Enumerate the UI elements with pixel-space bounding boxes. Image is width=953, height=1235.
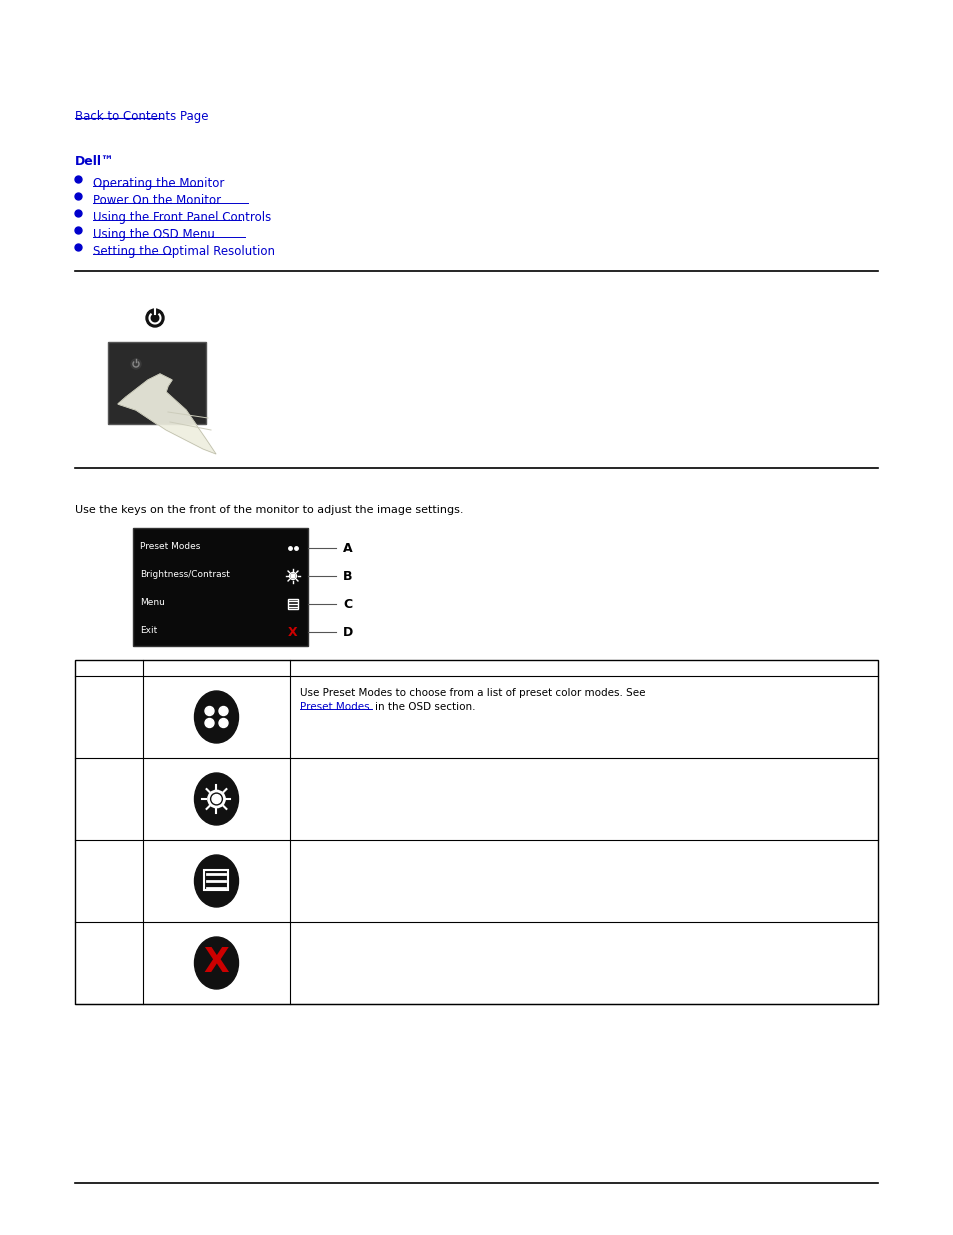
Text: Use Preset Modes to choose from a list of preset color modes. See: Use Preset Modes to choose from a list o… bbox=[299, 688, 645, 698]
Text: Back to Contents Page: Back to Contents Page bbox=[75, 110, 209, 124]
Text: X: X bbox=[288, 625, 297, 638]
Text: Power On the Monitor: Power On the Monitor bbox=[92, 194, 221, 207]
Text: Dell™: Dell™ bbox=[75, 156, 114, 168]
Text: Operating the Monitor: Operating the Monitor bbox=[92, 177, 224, 190]
Circle shape bbox=[219, 706, 228, 715]
Bar bbox=[132, 529, 308, 646]
Circle shape bbox=[205, 706, 213, 715]
Text: Brightness/Contrast: Brightness/Contrast bbox=[140, 571, 230, 579]
Text: X: X bbox=[203, 946, 229, 979]
Text: B: B bbox=[343, 569, 352, 583]
Bar bbox=[108, 342, 206, 424]
Circle shape bbox=[146, 309, 164, 327]
Circle shape bbox=[219, 719, 228, 727]
Text: Use the keys on the front of the monitor to adjust the image settings.: Use the keys on the front of the monitor… bbox=[75, 505, 463, 515]
Circle shape bbox=[291, 574, 294, 578]
Bar bbox=[288, 599, 297, 609]
Text: D: D bbox=[343, 625, 353, 638]
Bar bbox=[204, 869, 229, 890]
Text: A: A bbox=[343, 541, 353, 555]
Text: Using the OSD Menu: Using the OSD Menu bbox=[92, 228, 214, 241]
Text: Preset Modes: Preset Modes bbox=[299, 701, 369, 713]
Circle shape bbox=[205, 719, 213, 727]
Text: C: C bbox=[343, 598, 352, 610]
Ellipse shape bbox=[194, 692, 238, 743]
Circle shape bbox=[212, 794, 221, 804]
Ellipse shape bbox=[194, 855, 238, 906]
Polygon shape bbox=[118, 374, 215, 454]
Text: in the OSD section.: in the OSD section. bbox=[375, 701, 475, 713]
Text: Using the Front Panel Controls: Using the Front Panel Controls bbox=[92, 211, 271, 224]
Text: Setting the Optimal Resolution: Setting the Optimal Resolution bbox=[92, 245, 274, 258]
Text: Menu: Menu bbox=[140, 598, 165, 606]
Ellipse shape bbox=[194, 773, 238, 825]
Text: Exit: Exit bbox=[140, 626, 157, 635]
Circle shape bbox=[131, 359, 141, 369]
Bar bbox=[75, 659, 877, 1004]
Ellipse shape bbox=[194, 937, 238, 989]
Text: Preset Modes: Preset Modes bbox=[140, 542, 200, 551]
